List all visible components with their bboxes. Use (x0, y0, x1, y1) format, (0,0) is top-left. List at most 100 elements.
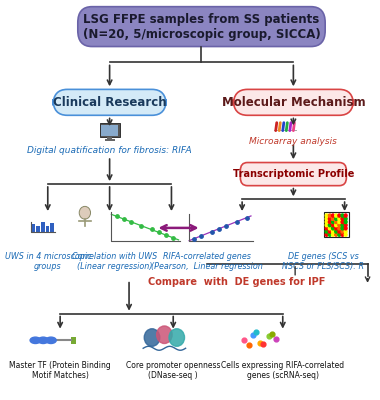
Point (128, 219, 134, 225)
Point (260, 340, 266, 347)
Circle shape (331, 220, 334, 224)
Circle shape (335, 217, 337, 220)
Ellipse shape (38, 337, 49, 344)
Text: Correlation with UWS
(Linear regression): Correlation with UWS (Linear regression) (72, 252, 158, 272)
Bar (101, 126, 118, 136)
Point (250, 332, 256, 338)
Circle shape (344, 224, 347, 227)
Bar (325, 212, 349, 237)
Text: LSG FFPE samples from SS patients
(N=20, 5/microscopic group, SICCA): LSG FFPE samples from SS patients (N=20,… (82, 13, 320, 41)
Circle shape (328, 217, 331, 220)
Circle shape (328, 230, 331, 233)
Circle shape (331, 230, 334, 233)
Circle shape (344, 217, 347, 220)
Text: Microarray analysis: Microarray analysis (249, 136, 337, 146)
Ellipse shape (30, 337, 41, 344)
Circle shape (341, 217, 344, 220)
Circle shape (331, 227, 334, 230)
Bar (105, 139, 114, 141)
Circle shape (338, 224, 341, 227)
Bar (274, 130, 297, 131)
Circle shape (338, 220, 341, 224)
Circle shape (341, 233, 344, 236)
Circle shape (335, 230, 337, 233)
Circle shape (325, 224, 328, 227)
Text: Molecular Mechanism: Molecular Mechanism (222, 96, 365, 109)
Point (114, 213, 120, 219)
Circle shape (144, 329, 160, 346)
Circle shape (328, 224, 331, 227)
Point (121, 216, 127, 222)
Circle shape (331, 224, 334, 227)
Circle shape (325, 217, 328, 220)
Point (138, 223, 144, 229)
Circle shape (325, 214, 328, 217)
Circle shape (341, 220, 344, 224)
Circle shape (328, 227, 331, 230)
Point (163, 232, 169, 238)
Circle shape (338, 233, 341, 236)
Point (246, 342, 252, 349)
Circle shape (341, 227, 344, 230)
Circle shape (341, 230, 344, 233)
Bar (71, 337, 76, 344)
Text: Transcriptomic Profile: Transcriptomic Profile (233, 169, 354, 179)
Text: DE genes (SCS vs
NSCS or FLS/SCS): R: DE genes (SCS vs NSCS or FLS/SCS): R (282, 252, 364, 272)
Point (216, 226, 222, 232)
Circle shape (335, 224, 337, 227)
Point (266, 333, 272, 340)
Circle shape (338, 230, 341, 233)
Point (198, 233, 204, 239)
Circle shape (344, 214, 347, 217)
Point (170, 235, 176, 241)
Point (223, 222, 229, 229)
Point (241, 337, 247, 344)
Circle shape (338, 214, 341, 217)
Circle shape (335, 214, 337, 217)
Ellipse shape (46, 337, 56, 344)
Text: RIFA-correlated genes
(Pearson,  Linear regression: RIFA-correlated genes (Pearson, Linear r… (151, 252, 263, 272)
Point (273, 336, 279, 342)
Circle shape (338, 227, 341, 230)
Text: Master TF (Protein Binding
Motif Matches): Master TF (Protein Binding Motif Matches… (9, 361, 111, 380)
Circle shape (341, 224, 344, 227)
Circle shape (344, 230, 347, 233)
Circle shape (341, 214, 344, 217)
Circle shape (331, 217, 334, 220)
Circle shape (169, 329, 185, 346)
Point (192, 236, 198, 242)
Circle shape (157, 326, 172, 344)
Circle shape (325, 230, 328, 233)
Text: Core promoter openness
(DNase-seq ): Core promoter openness (DNase-seq ) (126, 361, 220, 380)
Text: Digital quatification for fibrosis: RIFA: Digital quatification for fibrosis: RIFA (27, 146, 192, 155)
Text: Cells expressing RIFA-correlated
genes (scRNA-seq): Cells expressing RIFA-correlated genes (… (221, 361, 344, 380)
Circle shape (328, 214, 331, 217)
Circle shape (344, 233, 347, 236)
Circle shape (335, 233, 337, 236)
Bar (36, 226, 40, 232)
Circle shape (331, 214, 334, 217)
Text: Clinical Research: Clinical Research (53, 96, 166, 109)
Circle shape (328, 220, 331, 224)
Circle shape (335, 227, 337, 230)
Bar (50, 223, 54, 232)
Point (209, 229, 215, 235)
Circle shape (344, 220, 347, 224)
FancyBboxPatch shape (233, 89, 353, 115)
Point (244, 214, 250, 221)
Bar (108, 137, 112, 140)
Circle shape (331, 233, 334, 236)
Point (257, 340, 263, 346)
FancyBboxPatch shape (241, 162, 346, 186)
Point (234, 219, 240, 225)
Circle shape (325, 233, 328, 236)
Circle shape (325, 227, 328, 230)
Circle shape (344, 227, 347, 230)
FancyBboxPatch shape (53, 89, 166, 115)
Point (149, 226, 155, 232)
Circle shape (338, 217, 341, 220)
Bar (46, 226, 49, 232)
Circle shape (335, 220, 337, 224)
Circle shape (325, 220, 328, 224)
Text: UWS in 4 microscopic
groups: UWS in 4 microscopic groups (5, 252, 91, 272)
